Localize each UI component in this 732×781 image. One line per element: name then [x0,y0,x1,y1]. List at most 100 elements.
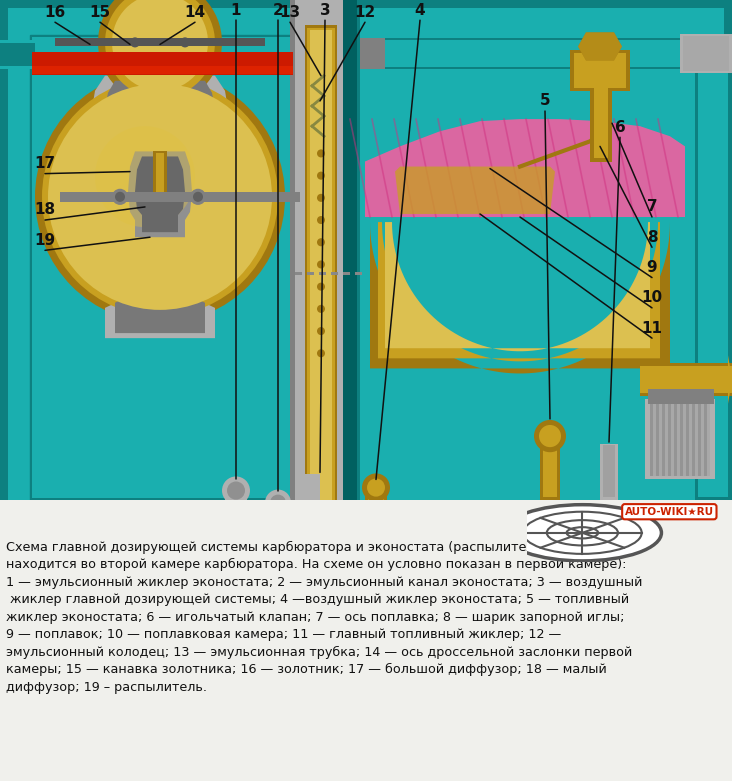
Circle shape [317,149,325,158]
Circle shape [193,192,203,201]
Polygon shape [135,156,185,232]
Circle shape [115,192,125,201]
Circle shape [317,349,325,358]
Circle shape [35,70,285,323]
Circle shape [317,172,325,180]
Circle shape [98,0,222,105]
Bar [55,55,285,69]
Bar [295,272,302,275]
Bar [32,66,293,73]
Circle shape [534,420,566,452]
Bar [340,0,360,535]
Circle shape [317,238,325,246]
Polygon shape [378,222,660,362]
Bar [680,401,683,476]
Bar [319,272,326,275]
Circle shape [265,490,291,515]
Bar [360,38,730,69]
Circle shape [112,0,208,91]
Bar [301,479,317,535]
Bar [225,493,247,535]
Bar [704,401,707,476]
Circle shape [180,37,190,48]
Circle shape [317,305,325,313]
Bar [603,445,615,497]
Bar [698,401,701,476]
Circle shape [42,78,278,316]
Polygon shape [365,119,685,217]
Bar [574,54,626,87]
Bar [656,401,659,476]
Polygon shape [103,80,217,333]
Bar [60,192,300,201]
Polygon shape [90,76,230,338]
Text: 1: 1 [231,2,242,18]
Bar [570,51,630,91]
Text: 8: 8 [646,230,657,244]
Polygon shape [578,32,622,61]
Bar [360,35,715,500]
Circle shape [539,425,561,448]
Text: 9: 9 [646,260,657,275]
Bar [307,28,335,507]
Text: 17: 17 [34,156,56,171]
Circle shape [222,476,250,505]
Text: 11: 11 [641,320,662,336]
Text: Схема главной дозирующей системы карбюратора и эконостата (распылитель эконостат: Схема главной дозирующей системы карбюра… [6,540,642,694]
Circle shape [504,505,662,561]
Circle shape [317,216,325,224]
Circle shape [190,189,206,205]
Bar [674,401,677,476]
Bar [600,444,618,500]
Bar [648,389,714,404]
Bar [695,35,732,500]
Bar [686,401,689,476]
Bar [343,0,357,535]
Circle shape [105,0,215,98]
Bar [650,401,653,476]
Bar [307,272,314,275]
Circle shape [317,283,325,291]
Circle shape [130,37,140,48]
Bar [0,41,35,69]
Bar [32,52,293,75]
Text: 15: 15 [89,5,111,20]
Circle shape [112,189,128,205]
Circle shape [48,84,272,310]
Bar [362,41,728,66]
Bar [228,497,244,535]
Bar [156,153,164,192]
Circle shape [270,494,286,511]
Bar [268,505,288,535]
Circle shape [227,481,245,500]
Text: AUTO-WIKI★RU: AUTO-WIKI★RU [625,507,714,517]
Bar [153,152,167,192]
Bar [692,401,695,476]
Circle shape [362,473,390,501]
Circle shape [317,327,325,335]
Bar [540,439,560,500]
Bar [55,38,265,46]
Text: 7: 7 [646,199,657,215]
Bar [640,366,732,393]
Text: 13: 13 [280,5,301,20]
Bar [590,55,612,162]
Text: 4: 4 [415,2,425,18]
Text: 16: 16 [45,5,66,20]
Bar [698,38,728,497]
Bar [271,508,285,535]
Bar [543,440,557,497]
Bar [305,25,337,510]
Bar [8,8,298,527]
Bar [290,0,350,535]
Polygon shape [370,222,670,373]
Circle shape [317,260,325,269]
Circle shape [317,194,325,201]
Text: 3: 3 [320,2,330,18]
Bar [640,363,732,396]
Text: 2: 2 [272,2,283,18]
Circle shape [367,479,385,497]
Bar [295,0,345,535]
Bar [662,401,665,476]
Bar [50,52,290,70]
